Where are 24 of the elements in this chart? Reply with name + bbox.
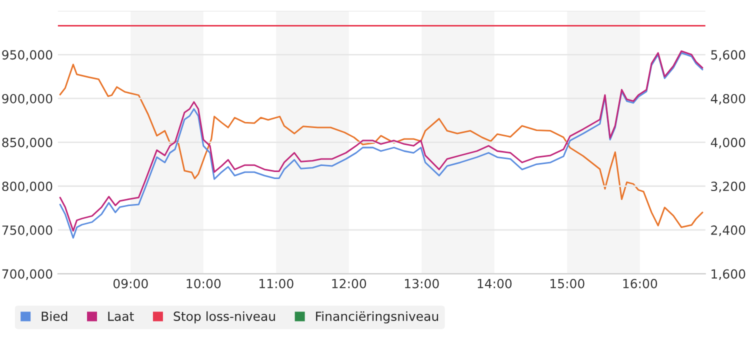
legend-label: Bied (42, 311, 68, 321)
legend-label: Financiëringsniveau (316, 311, 438, 324)
y2-tick-label: 2,400 (711, 225, 746, 236)
x-tick-label: 11:00 (260, 278, 294, 288)
y-tick-label: 950,000 (2, 50, 52, 61)
y2-tick-label: 4,800 (710, 94, 746, 105)
x-tick-label: 15:00 (550, 278, 584, 288)
x-tick-label: 12:00 (332, 278, 366, 288)
y2-tick-label: 3,200 (711, 182, 746, 192)
x-tick-label: 13:00 (405, 278, 439, 288)
y-tick-label: 800,000 (2, 182, 52, 192)
x-tick-label: 14:00 (478, 278, 512, 288)
x-tick-label: 09:00 (113, 278, 148, 288)
y-tick-label: 900,000 (2, 94, 52, 105)
x-tick-label: 10:00 (186, 278, 221, 288)
legend-label: Laat (108, 312, 134, 321)
y-tick-label: 850,000 (2, 138, 52, 148)
y2-tick-label: 5,600 (711, 50, 746, 61)
y2-tick-label: 4,000 (710, 138, 746, 148)
x-tick-label: 16:00 (623, 278, 658, 288)
legend-label: Stop loss-niveau (174, 311, 275, 324)
y-tick-label: 700,000 (2, 269, 52, 280)
y2-tick-label: 1,600 (712, 269, 746, 280)
y-tick-label: 750,000 (2, 225, 52, 236)
